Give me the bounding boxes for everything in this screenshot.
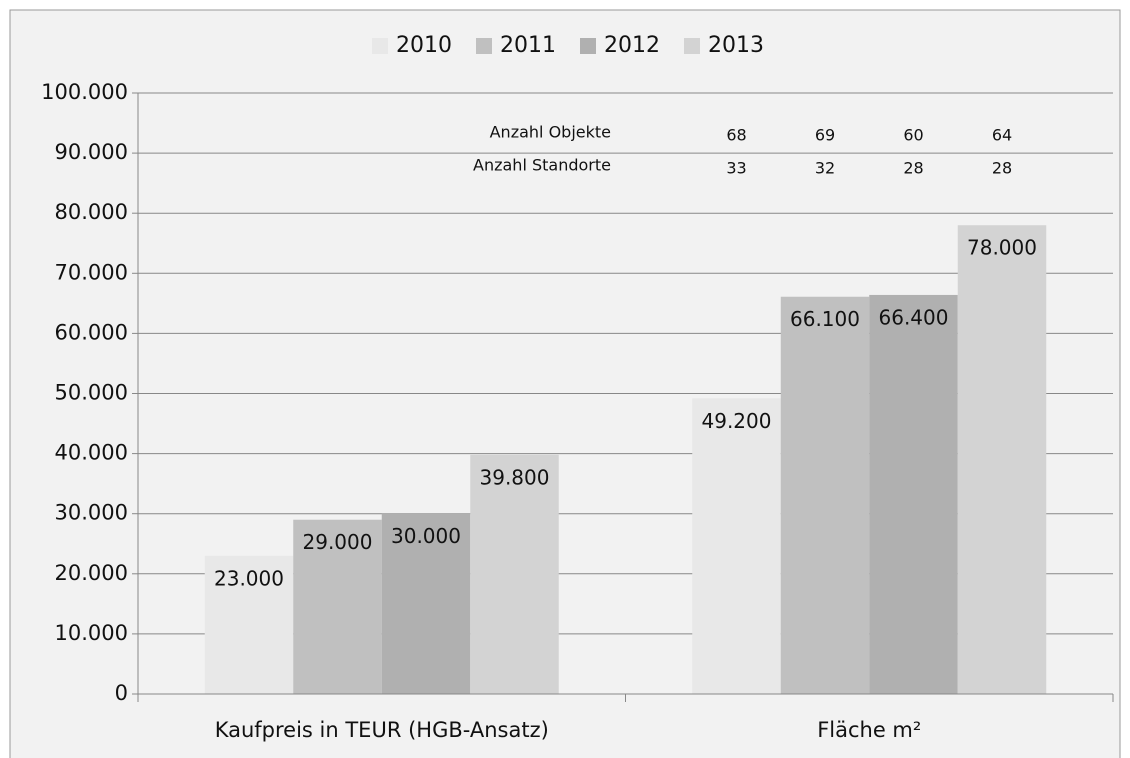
y-tick-label: 30.000 xyxy=(55,501,128,525)
y-tick-label: 60.000 xyxy=(55,320,128,344)
y-tick-label: 70.000 xyxy=(55,260,128,284)
data-label: 39.800 xyxy=(480,465,550,489)
annotation-value: 64 xyxy=(992,126,1012,145)
bar xyxy=(692,398,781,694)
data-label: 66.400 xyxy=(879,305,949,329)
bar xyxy=(204,555,294,694)
annotation-value: 28 xyxy=(903,159,923,178)
x-tick-label: Kaufpreis in TEUR (HGB-Ansatz) xyxy=(215,718,549,742)
annotation-value: 32 xyxy=(815,159,835,178)
data-label: 30.000 xyxy=(391,524,461,548)
bar xyxy=(293,519,382,694)
legend-swatch xyxy=(476,38,492,54)
legend-label: 2012 xyxy=(604,33,660,58)
data-label: 49.200 xyxy=(702,409,772,433)
data-label: 29.000 xyxy=(303,530,373,554)
legend-swatch xyxy=(580,38,596,54)
y-tick-label: 40.000 xyxy=(55,441,128,465)
y-tick-label: 90.000 xyxy=(55,140,128,164)
y-tick-label: 20.000 xyxy=(55,561,128,585)
x-tick-label: Fläche m² xyxy=(817,718,921,742)
data-label: 66.100 xyxy=(790,307,860,331)
legend-label: 2010 xyxy=(396,33,452,58)
legend-swatch xyxy=(684,38,700,54)
data-label: 78.000 xyxy=(967,236,1037,260)
annotation-label: Anzahl Standorte xyxy=(473,156,611,175)
bar xyxy=(780,296,870,694)
annotation-value: 69 xyxy=(815,126,835,145)
y-tick-label: 100.000 xyxy=(41,80,128,104)
bar xyxy=(381,513,471,694)
annotation-value: 33 xyxy=(726,159,746,178)
annotation-label: Anzahl Objekte xyxy=(490,123,611,142)
y-tick-label: 50.000 xyxy=(55,381,128,405)
bar xyxy=(957,225,1047,694)
legend-swatch xyxy=(372,38,388,54)
data-label: 23.000 xyxy=(214,566,284,590)
annotation-value: 60 xyxy=(903,126,923,145)
annotation-value: 68 xyxy=(726,126,746,145)
legend-label: 2011 xyxy=(500,33,556,58)
annotation-value: 28 xyxy=(992,159,1012,178)
bar xyxy=(869,294,958,694)
y-tick-label: 0 xyxy=(115,681,128,705)
y-tick-label: 10.000 xyxy=(55,621,128,645)
bar xyxy=(470,454,559,694)
y-tick-label: 80.000 xyxy=(55,200,128,224)
legend-label: 2013 xyxy=(708,33,764,58)
